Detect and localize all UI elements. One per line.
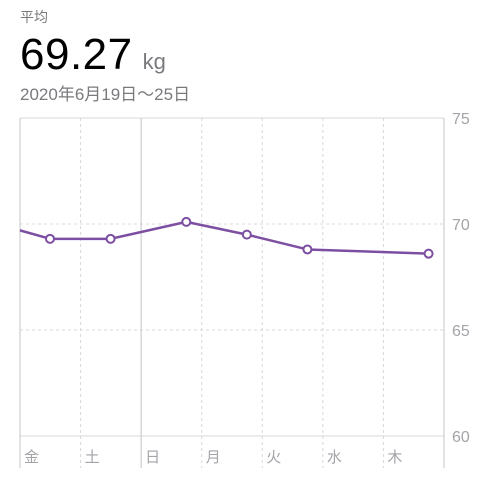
x-tick-label: 日 [145, 448, 160, 466]
series-line [19, 220, 429, 255]
data-point [181, 216, 192, 227]
unit-label: kg [142, 49, 166, 74]
x-tick-label: 火 [266, 448, 281, 466]
y-tick-label: 65 [452, 323, 470, 340]
average-label: 平均 [20, 9, 48, 25]
data-point [423, 248, 434, 259]
x-tick-label: 木 [387, 448, 402, 466]
x-tick-label: 水 [327, 448, 342, 466]
data-point [105, 233, 116, 244]
x-tick-label: 月 [206, 448, 221, 466]
x-tick-label: 金 [24, 448, 39, 466]
data-point [45, 233, 55, 244]
average-value: 69.27 [20, 30, 133, 79]
date-range: 2020年6月19日〜25日 [20, 85, 191, 104]
data-point [241, 229, 252, 240]
summary-header: 平均 69.27 kg 2020年6月19日〜25日 [20, 8, 460, 106]
y-tick-label: 75 [452, 111, 470, 128]
data-point [302, 244, 313, 255]
average-value-row: 69.27 kg [20, 32, 460, 78]
y-tick-label: 60 [452, 429, 470, 446]
y-tick-label: 70 [452, 217, 470, 234]
x-tick-label: 土 [85, 448, 100, 466]
